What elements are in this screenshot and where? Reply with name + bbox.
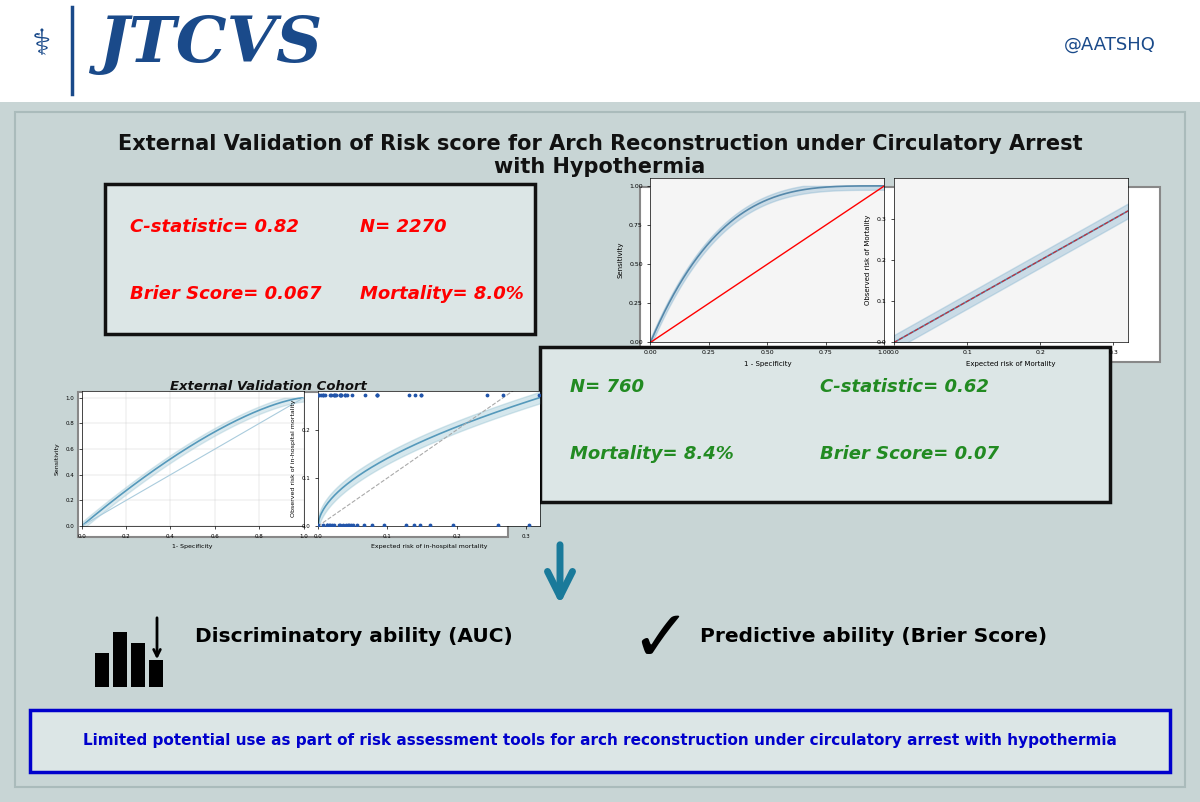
X-axis label: Expected risk of Mortality: Expected risk of Mortality	[966, 361, 1056, 367]
Point	[310, 389, 329, 402]
Point	[512, 389, 532, 402]
Point	[444, 518, 463, 531]
Point	[331, 518, 350, 531]
Text: ✓: ✓	[630, 607, 690, 677]
Text: N= 2270: N= 2270	[360, 218, 446, 236]
Point	[322, 518, 341, 531]
Point	[319, 389, 338, 402]
Point	[334, 389, 353, 402]
Point	[496, 518, 515, 531]
Point	[310, 518, 329, 531]
Point	[352, 518, 371, 531]
Bar	[640, 187, 1160, 362]
Point	[382, 518, 401, 531]
Point	[336, 518, 355, 531]
Point	[416, 389, 436, 402]
Point	[521, 518, 540, 531]
Point	[329, 389, 348, 402]
Text: Mortality= 8.0%: Mortality= 8.0%	[360, 285, 523, 303]
Bar	[113, 632, 127, 687]
Y-axis label: Sensitivity: Sensitivity	[55, 443, 60, 475]
Point	[391, 518, 410, 531]
Point	[311, 389, 330, 402]
Text: N= 760: N= 760	[570, 378, 644, 396]
Y-axis label: Observed risk of in-hospital mortality: Observed risk of in-hospital mortality	[292, 400, 296, 517]
Point	[310, 389, 329, 402]
Point	[406, 518, 425, 531]
Bar	[78, 392, 508, 537]
Point	[320, 518, 340, 531]
Point	[331, 518, 350, 531]
Text: Limited potential use as part of risk assessment tools for arch reconstruction u: Limited potential use as part of risk as…	[83, 734, 1117, 748]
Text: C-statistic= 0.62: C-statistic= 0.62	[820, 378, 989, 396]
Point	[336, 389, 355, 402]
Point	[335, 389, 354, 402]
Bar	[14, 112, 1186, 787]
Point	[331, 518, 350, 531]
Point	[430, 389, 449, 402]
Point	[388, 518, 407, 531]
Point	[444, 389, 463, 402]
Point	[334, 389, 353, 402]
Bar	[0, 0, 1200, 102]
Text: Derivation Cohort (Guo et al. J Thorac Cardiovasc Surg. 2022): Derivation Cohort (Guo et al. J Thorac C…	[713, 189, 1147, 202]
Text: Brier Score= 0.067: Brier Score= 0.067	[130, 285, 322, 303]
Point	[323, 518, 342, 531]
Text: Brier Score= 0.07: Brier Score= 0.07	[820, 445, 998, 463]
Point	[362, 389, 382, 402]
Point	[311, 389, 330, 402]
Point	[424, 389, 443, 402]
Bar	[149, 660, 163, 687]
Point	[312, 389, 331, 402]
Point	[406, 389, 425, 402]
Point	[330, 518, 349, 531]
Point	[382, 389, 401, 402]
Point	[484, 389, 503, 402]
Text: C-statistic= 0.82: C-statistic= 0.82	[130, 218, 299, 236]
Text: JTCVS: JTCVS	[98, 14, 322, 75]
Point	[317, 389, 336, 402]
Point	[319, 518, 338, 531]
Text: Mortality= 8.4%: Mortality= 8.4%	[570, 445, 733, 463]
Point	[444, 518, 463, 531]
Bar	[95, 653, 109, 687]
Text: ⚕: ⚕	[32, 28, 52, 62]
Text: External Validation Cohort: External Validation Cohort	[169, 380, 366, 394]
Point	[341, 518, 360, 531]
Point	[474, 389, 493, 402]
Y-axis label: Observed risk of Mortality: Observed risk of Mortality	[865, 215, 871, 306]
Point	[365, 518, 384, 531]
Text: with Hypothermia: with Hypothermia	[494, 157, 706, 177]
Bar	[106, 184, 535, 334]
Point	[341, 389, 360, 402]
Y-axis label: Sensitivity: Sensitivity	[618, 242, 624, 278]
Text: Predictive ability (Brier Score): Predictive ability (Brier Score)	[700, 627, 1048, 646]
Text: @AATSHQ: @AATSHQ	[1064, 36, 1156, 54]
Point	[385, 518, 404, 531]
Point	[323, 389, 342, 402]
Point	[313, 389, 332, 402]
Point	[390, 518, 409, 531]
Bar	[131, 642, 145, 687]
Point	[392, 389, 412, 402]
X-axis label: Expected risk of in-hospital mortality: Expected risk of in-hospital mortality	[371, 545, 487, 549]
X-axis label: 1- Specificity: 1- Specificity	[173, 545, 212, 549]
Text: External Validation of Risk score for Arch Reconstruction under Circulatory Arre: External Validation of Risk score for Ar…	[118, 134, 1082, 154]
Point	[331, 518, 350, 531]
Bar	[30, 710, 1170, 772]
Text: Discriminatory ability (AUC): Discriminatory ability (AUC)	[194, 627, 512, 646]
Point	[312, 389, 331, 402]
Point	[328, 518, 347, 531]
Point	[311, 389, 330, 402]
Point	[319, 389, 338, 402]
Point	[329, 389, 348, 402]
Point	[340, 518, 359, 531]
Bar	[540, 347, 1110, 502]
Point	[326, 518, 346, 531]
X-axis label: 1 - Specificity: 1 - Specificity	[744, 361, 791, 367]
Point	[312, 389, 331, 402]
